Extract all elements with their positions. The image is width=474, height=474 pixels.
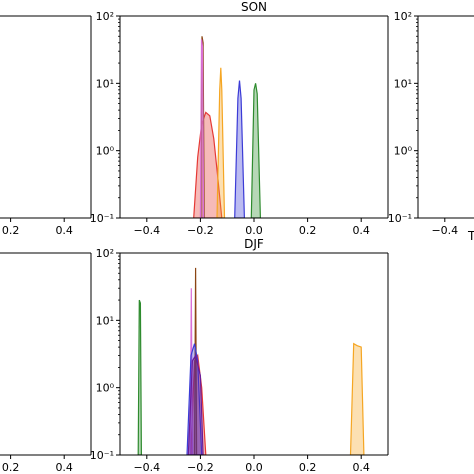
x-tick-label: 0.2: [299, 461, 317, 474]
x-tick-label: 0.2: [2, 224, 20, 237]
y-tick-label: 10²: [96, 247, 114, 260]
series-area-4: [216, 67, 226, 218]
x-tick-label: 0.4: [352, 461, 370, 474]
y-tick-label: 10¹: [394, 77, 412, 90]
x-tick-label: −0.2: [187, 461, 214, 474]
plot-partial-left-bottom: 0.2 0.4: [0, 252, 92, 474]
y-tick-label: 10⁻¹: [90, 212, 114, 225]
x-tick-label: 0.0: [245, 461, 263, 474]
x-tick-label: 0.0: [245, 224, 263, 237]
series-area-7: [187, 353, 204, 455]
x-tick-label: 0.2: [2, 461, 20, 474]
series-area-4: [193, 267, 198, 455]
plot-djf: −0.4 −0.2 0.0 0.2 0.4 10⁻¹ 10⁰ 10¹ 10² DJF: [90, 237, 389, 474]
plot-son: −0.4 −0.2 0.0 0.2 0.4 10⁻¹ 10⁰ 10¹ 10² SON: [90, 0, 389, 237]
y-tick-label: 10⁰: [394, 145, 413, 158]
y-tick-label: 10²: [394, 10, 412, 23]
series-area-3: [199, 39, 205, 218]
clipped-label: T: [467, 229, 474, 243]
y-tick-label: 10¹: [96, 314, 114, 327]
x-tick-label: 0.4: [55, 224, 73, 237]
panel-title: SON: [241, 0, 267, 14]
y-tick-label: 10²: [96, 10, 114, 23]
panel-title: DJF: [244, 237, 264, 251]
x-tick-label: −0.4: [133, 461, 160, 474]
series-area-2: [349, 342, 365, 455]
series-area-6: [250, 83, 261, 218]
y-tick-label: 10⁻¹: [90, 449, 114, 462]
y-tick-label: 10⁻¹: [388, 212, 412, 225]
y-tick-label: 10¹: [96, 77, 114, 90]
x-tick-label: −0.2: [187, 224, 214, 237]
series-area-5: [234, 80, 246, 218]
series-area-1: [137, 299, 142, 455]
y-tick-label: 10⁰: [96, 145, 115, 158]
series-area-6: [186, 343, 203, 455]
x-tick-label: 0.4: [352, 224, 370, 237]
plot-partial-left-top: 0.2 0.4: [0, 15, 92, 237]
plot-partial-right-top: −0.4 10⁻¹ 10⁰ 10¹ 10²: [388, 10, 474, 237]
x-tick-label: 0.4: [55, 461, 73, 474]
y-tick-label: 10⁰: [96, 382, 115, 395]
x-tick-label: 0.2: [299, 224, 317, 237]
x-tick-label: −0.4: [133, 224, 160, 237]
x-tick-label: −0.4: [431, 224, 458, 237]
